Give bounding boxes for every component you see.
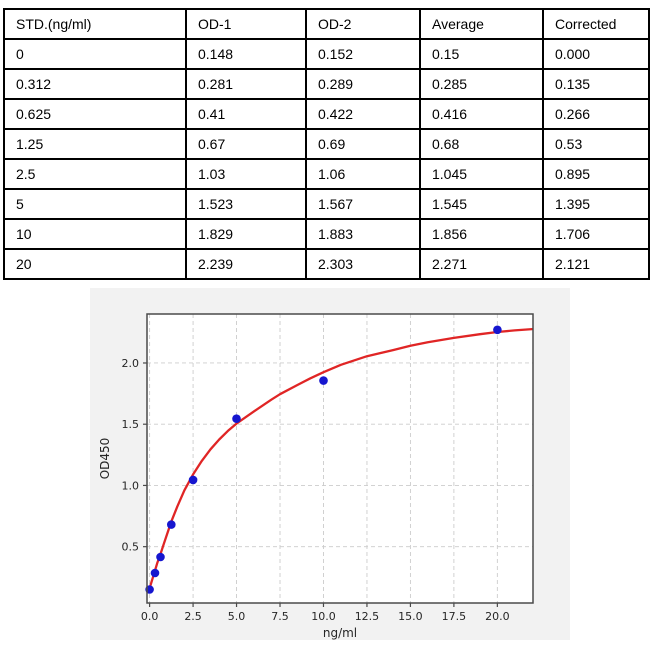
cell-od1: 0.148	[185, 38, 307, 70]
cell-od2: 1.567	[305, 188, 421, 220]
cell-average: 0.15	[419, 38, 544, 70]
col-header-od2: OD-2	[305, 8, 421, 40]
y-tick-label: 2.0	[122, 357, 140, 370]
y-axis-label: OD450	[98, 438, 112, 480]
fit-curve	[148, 327, 534, 590]
table-row: 0.625 0.41 0.422 0.416 0.266	[3, 98, 650, 130]
cell-corrected: 0.000	[542, 38, 650, 70]
cell-corrected: 1.706	[542, 218, 650, 250]
x-tick-label: 2.5	[184, 610, 202, 623]
cell-corrected: 0.895	[542, 158, 650, 190]
x-tick-label: 7.5	[271, 610, 289, 623]
x-tick-label: 12.5	[355, 610, 380, 623]
table-row: 1.25 0.67 0.69 0.68 0.53	[3, 128, 650, 160]
cell-od1: 1.03	[185, 158, 307, 190]
cell-average: 0.416	[419, 98, 544, 130]
x-tick-label: 17.5	[442, 610, 467, 623]
cell-std: 0	[3, 38, 187, 70]
cell-od1: 1.829	[185, 218, 307, 250]
cell-od2: 1.883	[305, 218, 421, 250]
x-tick-label: 0.0	[141, 610, 159, 623]
table-row: 2.5 1.03 1.06 1.045 0.895	[3, 158, 650, 190]
cell-od2: 2.303	[305, 248, 421, 280]
cell-corrected: 0.135	[542, 68, 650, 100]
data-point	[319, 376, 328, 385]
standards-table: STD.(ng/ml) OD-1 OD-2 Average Corrected …	[3, 8, 650, 280]
plot-area	[147, 314, 533, 603]
x-tick-label: 15.0	[398, 610, 423, 623]
cell-average: 0.68	[419, 128, 544, 160]
cell-corrected: 0.266	[542, 98, 650, 130]
col-header-od1: OD-1	[185, 8, 307, 40]
cell-corrected: 1.395	[542, 188, 650, 220]
y-tick-label: 1.0	[122, 479, 140, 492]
cell-average: 1.856	[419, 218, 544, 250]
data-point	[188, 475, 198, 485]
col-header-average: Average	[419, 8, 544, 40]
cell-od1: 0.41	[185, 98, 307, 130]
cell-std: 0.625	[3, 98, 187, 130]
table-header-row: STD.(ng/ml) OD-1 OD-2 Average Corrected	[3, 8, 650, 40]
standard-curve-figure: 0.0 2.5 5.0 7.5 10.0 12.5 15.0 17.5 20.0 0.5 1.0 1.…	[90, 288, 570, 640]
x-tick-label: 5.0	[228, 610, 246, 623]
cell-average: 2.271	[419, 248, 544, 280]
cell-std: 0.312	[3, 68, 187, 100]
cell-od2: 0.152	[305, 38, 421, 70]
cell-od2: 0.69	[305, 128, 421, 160]
data-point	[232, 414, 241, 423]
x-tick-label: 10.0	[311, 610, 336, 623]
y-tick-label: 1.5	[122, 418, 140, 431]
table-row: 0.312 0.281 0.289 0.285 0.135	[3, 68, 650, 100]
axes-frame	[146, 313, 534, 604]
cell-od1: 2.239	[185, 248, 307, 280]
cell-od1: 0.281	[185, 68, 307, 100]
col-header-corrected: Corrected	[542, 8, 650, 40]
cell-std: 10	[3, 218, 187, 250]
standard-curve-svg: 0.0 2.5 5.0 7.5 10.0 12.5 15.0 17.5 20.0 0.5 1.0 1.…	[98, 313, 534, 640]
col-header-std: STD.(ng/ml)	[3, 8, 187, 40]
cell-std: 5	[3, 188, 187, 220]
cell-corrected: 0.53	[542, 128, 650, 160]
data-point	[156, 552, 165, 562]
x-tick-label: 20.0	[485, 610, 510, 623]
data-point	[493, 325, 502, 335]
data-point	[150, 568, 160, 578]
cell-corrected: 2.121	[542, 248, 650, 280]
cell-od2: 1.06	[305, 158, 421, 190]
table-row: 5 1.523 1.567 1.545 1.395	[3, 188, 650, 220]
table-row: 20 2.239 2.303 2.271 2.121	[3, 248, 650, 280]
x-axis-label: ng/ml	[323, 626, 357, 640]
cell-average: 1.045	[419, 158, 544, 190]
cell-std: 2.5	[3, 158, 187, 190]
table-row: 0 0.148 0.152 0.15 0.000	[3, 38, 650, 70]
table-row: 10 1.829 1.883 1.856 1.706	[3, 218, 650, 250]
data-point	[167, 520, 176, 529]
y-tick-label: 0.5	[122, 541, 140, 554]
cell-std: 20	[3, 248, 187, 280]
cell-average: 1.545	[419, 188, 544, 220]
cell-od1: 1.523	[185, 188, 307, 220]
cell-std: 1.25	[3, 128, 187, 160]
cell-od2: 0.422	[305, 98, 421, 130]
cell-average: 0.285	[419, 68, 544, 100]
cell-od1: 0.67	[185, 128, 307, 160]
cell-od2: 0.289	[305, 68, 421, 100]
